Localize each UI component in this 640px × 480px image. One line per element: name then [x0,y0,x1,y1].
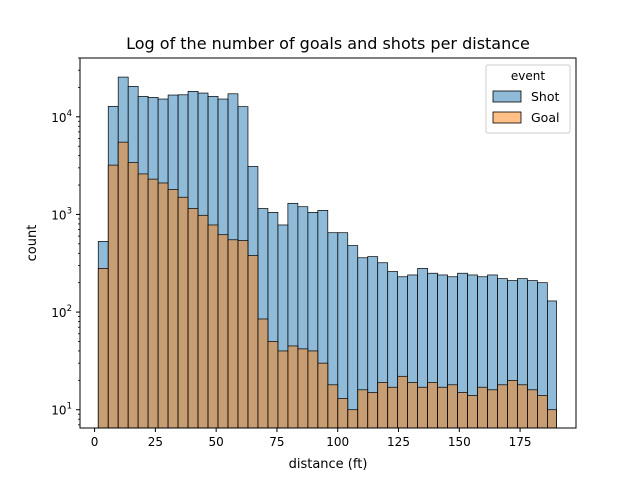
legend-swatch-goal [493,112,521,123]
goal-bar [328,385,338,428]
shot-bar [547,301,556,428]
legend-title: event [511,69,545,83]
goal-bar [537,395,547,428]
goal-bar [108,165,118,428]
goal-bar [138,174,148,428]
y-tick-label: 101 [51,402,72,418]
goal-bar [358,390,368,428]
goal-bar [398,376,408,428]
goal-bar [507,380,517,428]
goal-bar [148,179,158,428]
x-axis: 0 25 50 75 100 125 150 175 [91,428,532,449]
goal-bar [128,163,138,428]
chart-title: Log of the number of goals and shots per… [126,34,530,53]
x-tick-label: 25 [148,435,163,449]
goal-bar [438,387,448,428]
goal-bar [218,235,228,428]
goal-bar [478,387,488,428]
goal-bar [517,385,527,428]
x-tick-label: 75 [269,435,284,449]
goal-bar [288,346,298,428]
goal-bar [527,390,537,428]
goal-bar [458,393,468,428]
goal-bar [368,393,378,428]
goal-bar [198,215,208,428]
goal-bar [408,383,418,428]
legend-label-goal: Goal [531,110,559,125]
goal-bar [428,383,438,428]
goal-bar [178,197,188,428]
goal-bar [338,399,348,428]
goal-bar [388,387,398,428]
goal-bar [168,190,178,428]
x-tick-label: 50 [209,435,224,449]
goal-bar [278,351,288,428]
goal-bar [258,319,268,428]
goal-bar [318,363,328,428]
goal-bar [238,241,248,428]
goal-bar [308,351,318,428]
shot-bar [348,246,358,428]
y-tick-label: 104 [51,109,72,125]
legend-swatch-shot [493,91,521,102]
x-tick-label: 150 [448,435,471,449]
goal-bar [98,268,108,428]
y-axis: 101 102 103 104 [51,58,80,425]
goal-bar [268,341,278,428]
goal-bar [378,383,388,428]
x-tick-label: 175 [509,435,532,449]
x-tick-label: 100 [326,435,349,449]
legend-label-shot: Shot [531,89,560,104]
goal-bar [497,385,507,428]
goal-bar [468,395,478,428]
y-tick-label: 102 [51,304,72,320]
goal-bar [547,410,556,428]
legend: event Shot Goal [486,65,570,133]
goal-bar [448,385,458,428]
goal-bar [188,209,198,428]
goal-bar [158,183,168,428]
goal-bar [208,225,218,428]
x-tick-label: 125 [387,435,410,449]
goal-bar [118,142,128,428]
y-tick-label: 103 [51,206,72,222]
goal-bar [298,349,308,428]
goal-bar [248,255,258,428]
goal-bar [418,387,428,428]
x-axis-label: distance (ft) [289,457,368,472]
goal-bar [228,240,238,428]
goal-bar [488,390,498,428]
y-axis-label: count [25,225,40,262]
goal-bar [348,410,358,428]
x-tick-label: 0 [91,435,99,449]
